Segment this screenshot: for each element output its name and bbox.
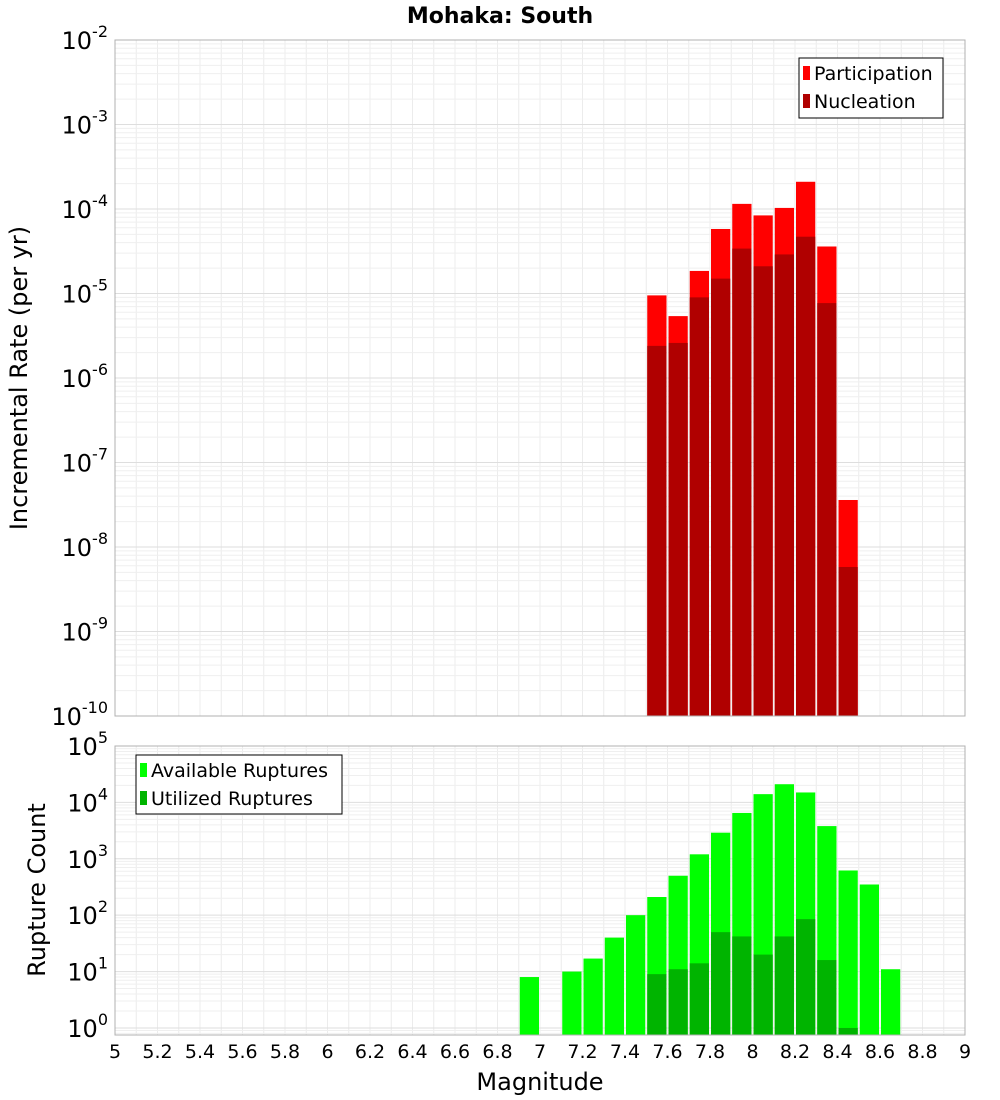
bar-nucleation [838,566,858,716]
bar-utilized-ruptures [796,919,816,1035]
bottom-y-tick-labels: 105 104 103 102 101 100 [67,728,108,1043]
top-plot-frame [114,39,966,717]
bar-available-ruptures [562,971,582,1035]
x-tick-label: 5.2 [142,1041,172,1063]
top-grid [114,39,966,717]
y-tick-label: 10-10 [51,698,108,731]
x-tick-label: 5 [109,1041,121,1063]
y-tick-label: 10-8 [62,529,109,562]
y-tick-label: 10-9 [62,614,109,647]
y-tick-label: 10-6 [62,360,109,393]
legend-label-available: Available Ruptures [151,760,328,782]
bar-available-ruptures [519,977,539,1035]
bar-nucleation [817,303,837,716]
legend-label-nucleation: Nucleation [814,91,916,113]
bar-utilized-ruptures [647,974,667,1035]
bar-available-ruptures [583,958,603,1035]
bottom-legend: Available Ruptures Utilized Ruptures [135,754,343,815]
legend-swatch-nucleation [803,94,810,108]
bar-nucleation [796,236,816,716]
x-tick-label: 6.6 [440,1041,470,1063]
top-nucleation-bars [647,236,858,716]
x-tick-label: 8.8 [907,1041,937,1063]
top-legend-box [798,57,944,119]
chart-title: Mohaka: South [407,4,593,29]
x-tick-label: 5.8 [270,1041,300,1063]
x-tick-label: 6.2 [355,1041,385,1063]
x-tick-label: 7.2 [567,1041,597,1063]
bar-available-ruptures [881,969,901,1035]
x-tick-label: 6.4 [397,1041,427,1063]
legend-swatch-available [140,763,147,777]
x-tick-label: 8 [746,1041,758,1063]
y-tick-label: 10-3 [62,107,109,140]
y-tick-label: 10-7 [62,445,109,478]
bar-available-ruptures [604,937,624,1035]
y-tick-label: 104 [67,784,108,817]
bar-available-ruptures [626,915,646,1035]
x-tick-label: 6 [321,1041,333,1063]
y-tick-label: 10-4 [62,191,109,224]
top-legend: Participation Nucleation [798,57,944,119]
y-tick-label: 100 [67,1010,108,1043]
bar-available-ruptures [859,884,879,1035]
x-tick-label: 8.6 [865,1041,895,1063]
y-tick-label: 10-2 [62,22,109,55]
y-tick-label: 103 [67,841,108,874]
bar-nucleation [711,278,731,716]
bottom-utilized-bars [647,919,858,1035]
bar-nucleation [647,345,667,716]
bottom-y-axis-label: Rupture Count [23,803,51,977]
bar-utilized-ruptures [711,932,731,1035]
bar-utilized-ruptures [753,954,773,1035]
x-axis-label: Magnitude [476,1068,603,1096]
y-tick-label: 105 [67,728,108,761]
bar-utilized-ruptures [817,960,837,1035]
bar-nucleation [668,342,688,716]
x-tick-label: 8.2 [780,1041,810,1063]
x-tick-label: 6.8 [482,1041,512,1063]
x-tick-label: 7.6 [652,1041,682,1063]
x-tick-label: 7 [534,1041,546,1063]
y-tick-label: 102 [67,897,108,930]
legend-swatch-utilized [140,791,147,805]
x-tick-label: 7.4 [610,1041,640,1063]
x-tick-labels: 5 5.2 5.4 5.6 5.8 6 6.2 6.4 6.6 6.8 7 7.2 7.4 7.6 7.8 8… [109,1041,971,1063]
bar-nucleation [774,254,794,716]
bar-utilized-ruptures [668,969,688,1035]
bottom-legend-box [135,754,343,815]
bar-utilized-ruptures [774,936,794,1035]
x-tick-label: 8.4 [822,1041,852,1063]
y-tick-label: 10-5 [62,276,109,309]
bar-nucleation [732,248,752,716]
legend-label-participation: Participation [814,63,933,85]
bar-utilized-ruptures [838,1027,858,1035]
top-y-axis-label: Incremental Rate (per yr) [5,226,33,530]
y-tick-label: 101 [67,954,108,987]
bar-available-ruptures [838,870,858,1035]
legend-swatch-participation [803,66,810,80]
top-y-tick-labels: 10-2 10-3 10-4 10-5 10-6 10-7 10-8 10-9 10-10 [51,22,108,731]
bar-utilized-ruptures [732,936,752,1035]
bar-nucleation [689,297,709,716]
x-tick-label: 9 [959,1041,971,1063]
x-tick-label: 5.4 [185,1041,215,1063]
legend-label-utilized: Utilized Ruptures [151,788,313,810]
bottom-plot-frame [114,745,966,1036]
bar-utilized-ruptures [689,963,709,1035]
x-tick-label: 7.8 [695,1041,725,1063]
bar-nucleation [753,266,773,716]
x-tick-label: 5.6 [227,1041,257,1063]
